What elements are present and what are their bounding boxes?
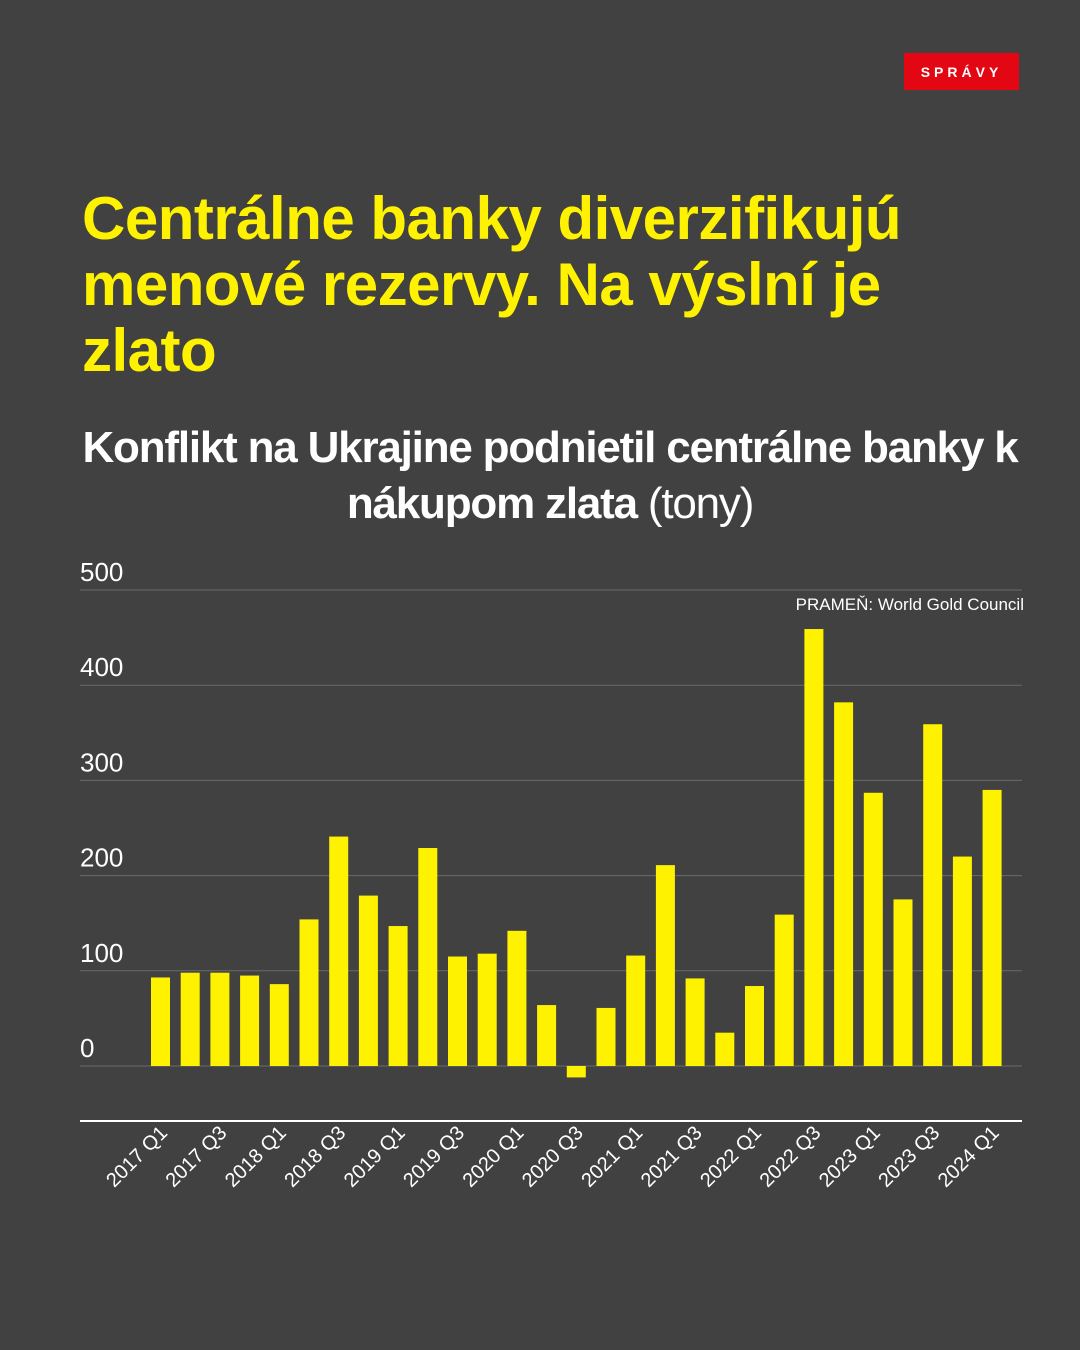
chart-subtitle: Konflikt na Ukrajine podnietil centrálne… <box>60 420 1040 532</box>
bar <box>715 1032 735 1066</box>
x-tick-label: 2023 Q1 <box>815 1122 885 1192</box>
bar <box>151 977 170 1066</box>
x-tick-label: 2018 Q3 <box>280 1122 350 1192</box>
x-tick-label: 2022 Q3 <box>756 1122 826 1192</box>
bar <box>923 724 943 1066</box>
y-tick-label: 400 <box>80 652 123 682</box>
x-tick-label: 2024 Q1 <box>934 1122 1004 1192</box>
bar <box>655 865 675 1066</box>
bar <box>863 792 883 1066</box>
bar <box>537 1005 557 1066</box>
brand-logo: SPRÁVY <box>904 53 1019 90</box>
bar-chart: 0 100 200 300 400 500 PRAMEŇ: World Gold Counc… <box>80 557 1024 1192</box>
y-tick-label: 0 <box>80 1033 94 1063</box>
bar <box>804 629 824 1066</box>
bar <box>566 1066 586 1078</box>
bar <box>982 789 1002 1066</box>
bar <box>477 953 497 1066</box>
bar <box>388 926 408 1066</box>
bar <box>596 1007 616 1066</box>
bar <box>774 914 794 1066</box>
bar <box>626 955 646 1066</box>
x-tick-label: 2017 Q3 <box>162 1122 232 1192</box>
x-tick-label: 2019 Q3 <box>399 1122 469 1192</box>
bar <box>358 895 378 1066</box>
bar <box>180 972 200 1066</box>
x-tick-label: 2019 Q1 <box>340 1122 410 1192</box>
subtitle-unit: (tony) <box>647 479 754 528</box>
bar <box>240 975 260 1066</box>
x-tick-label: 2018 Q1 <box>221 1122 291 1192</box>
y-tick-label: 200 <box>80 843 123 873</box>
x-tick-label: 2023 Q3 <box>874 1122 944 1192</box>
x-tick-label: 2022 Q1 <box>696 1122 766 1192</box>
x-tick-label: 2021 Q3 <box>637 1122 707 1192</box>
bar <box>685 978 705 1066</box>
y-tick-label: 300 <box>80 747 123 777</box>
subtitle-main: Konflikt na Ukrajine podnietil centrálne… <box>82 423 1018 528</box>
bar <box>745 986 764 1066</box>
bar <box>210 972 230 1066</box>
y-tick-label: 500 <box>80 557 123 587</box>
source-note: PRAMEŇ: World Gold Council <box>796 595 1024 614</box>
bar <box>893 899 913 1066</box>
bar <box>834 702 854 1066</box>
headline: Centrálne banky diverzifikujú menové rez… <box>82 185 902 384</box>
x-tick-label: 2021 Q1 <box>577 1122 647 1192</box>
bar <box>329 836 349 1066</box>
bar <box>952 856 972 1066</box>
bar <box>507 930 527 1066</box>
bar <box>448 956 467 1066</box>
x-tick-label: 2020 Q1 <box>459 1122 529 1192</box>
bar <box>299 919 319 1066</box>
x-tick-label: 2017 Q1 <box>102 1122 172 1192</box>
x-tick-label: 2020 Q3 <box>518 1122 588 1192</box>
bar <box>418 847 438 1066</box>
y-tick-label: 100 <box>80 938 123 968</box>
bar <box>269 984 289 1066</box>
